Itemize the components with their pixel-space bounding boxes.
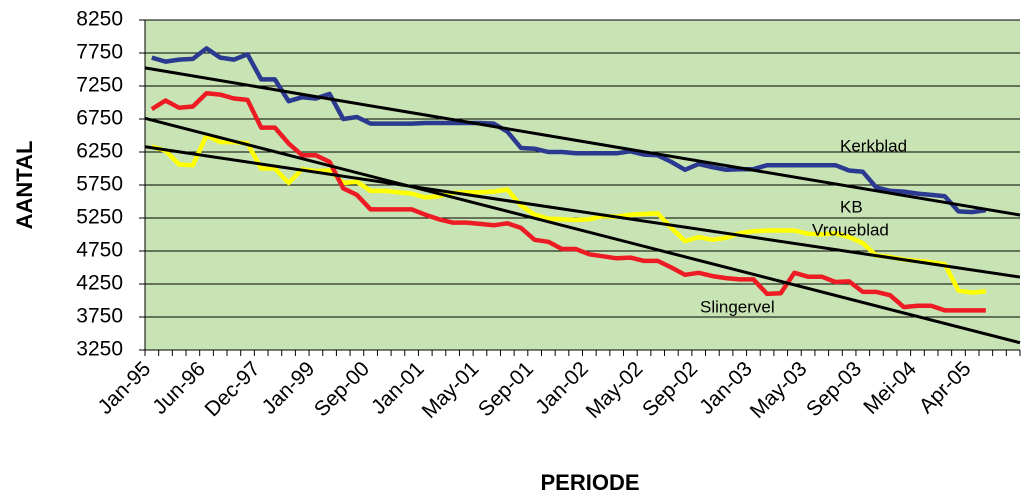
y-tick-label: 5750 — [76, 173, 123, 196]
trendline — [144, 66, 1021, 217]
x-tick-label: Dec-97 — [201, 357, 265, 421]
y-tick-label: 8250 — [76, 8, 123, 31]
trendline — [144, 145, 1021, 279]
y-axis-title: AANTAL — [12, 141, 37, 230]
y-tick-label: 6250 — [76, 140, 123, 163]
x-tick-label: Sep-01 — [474, 357, 538, 421]
annotation: KB — [840, 197, 863, 216]
annotation: Slingervel — [700, 297, 775, 316]
y-tick-label: 5250 — [76, 206, 123, 229]
x-tick-label: May-02 — [582, 357, 648, 423]
annotation: Kerkblad — [840, 136, 907, 155]
x-tick-label: May-01 — [418, 357, 484, 423]
x-tick-label: Apr-05 — [915, 357, 976, 418]
y-tick-label: 4250 — [76, 272, 123, 295]
annotation: Vroueblad — [812, 220, 889, 239]
trendline — [144, 116, 1021, 345]
series-line — [151, 46, 987, 215]
x-tick-label: Jun-96 — [148, 357, 210, 419]
y-tick-label: 6750 — [76, 107, 123, 130]
x-tick-label: Jan-95 — [94, 357, 156, 419]
series-line — [151, 133, 987, 295]
x-tick-label: Jan-99 — [258, 357, 320, 419]
series-line — [150, 91, 986, 313]
y-tick-label: 7250 — [76, 74, 123, 97]
y-tick-label: 4750 — [76, 239, 123, 262]
x-tick-label: Mei-04 — [859, 357, 921, 419]
x-tick-label: Sep-02 — [638, 357, 702, 421]
x-tick-label: Sep-03 — [802, 357, 866, 421]
x-tick-label: Sep-00 — [310, 357, 374, 421]
y-tick-label: 7750 — [76, 41, 123, 64]
y-tick-label: 3750 — [76, 305, 123, 328]
x-axis-title: PERIODE — [540, 470, 639, 495]
x-tick-label: May-03 — [746, 357, 812, 423]
y-tick-label: 3250 — [76, 338, 123, 361]
